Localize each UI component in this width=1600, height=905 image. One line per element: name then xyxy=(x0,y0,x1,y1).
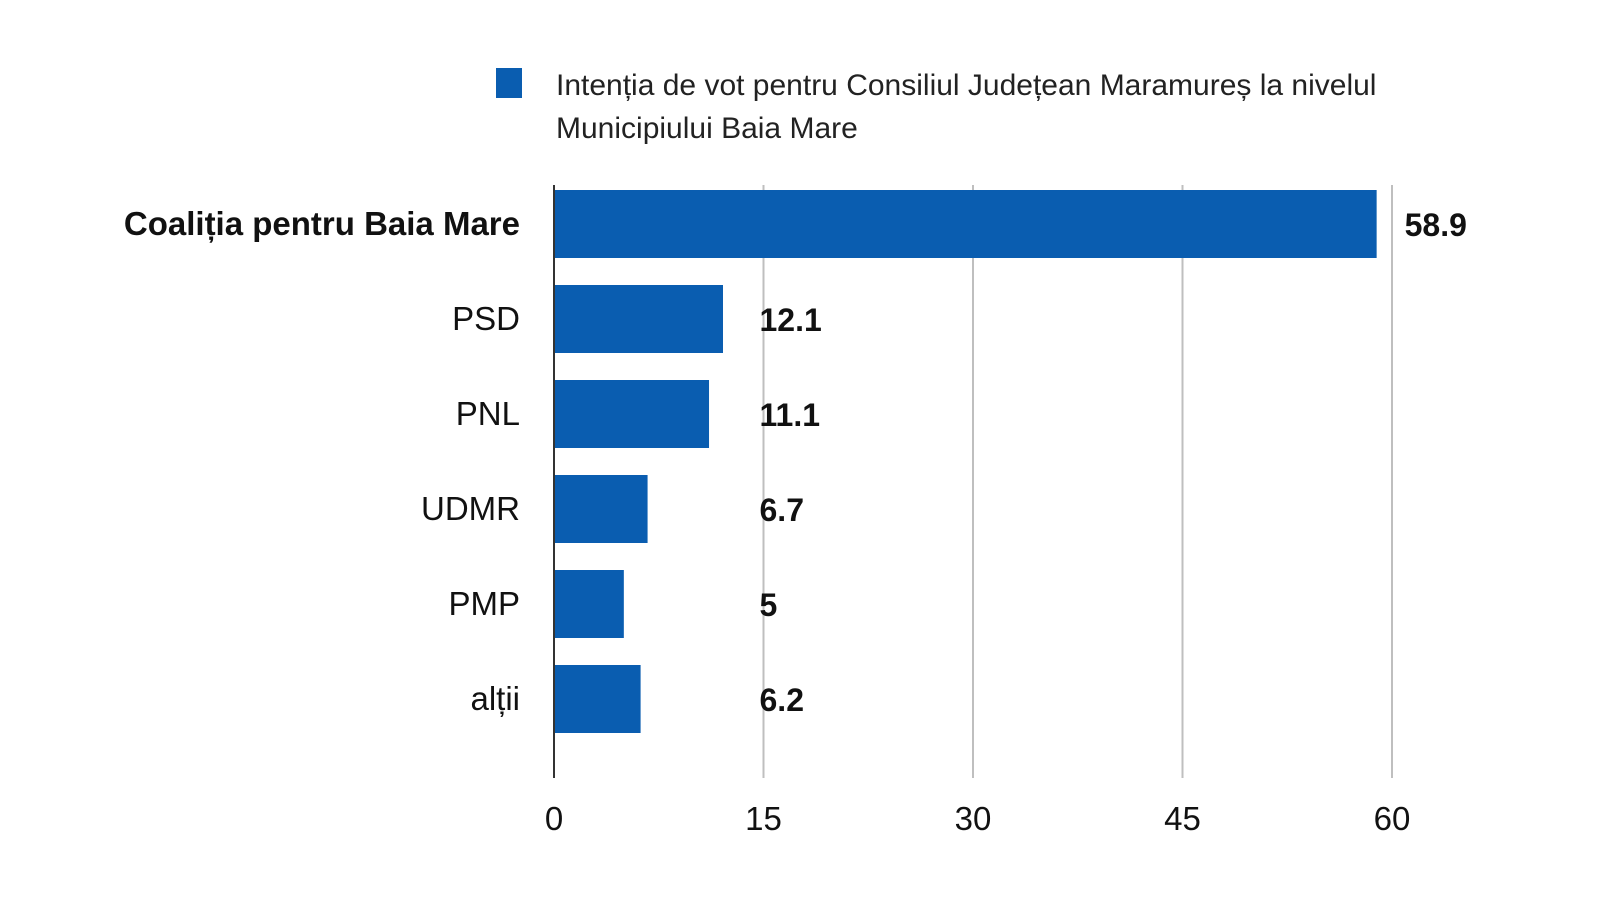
category-label: PSD xyxy=(452,300,520,337)
x-tick-label: 30 xyxy=(955,800,992,837)
bar xyxy=(554,285,723,353)
gridlines xyxy=(762,185,1393,778)
category-label: alții xyxy=(470,680,520,717)
legend-swatch xyxy=(496,68,522,98)
value-label: 58.9 xyxy=(1405,207,1467,243)
legend-text-line-1: Intenția de vot pentru Consiliul Județea… xyxy=(556,69,1376,102)
bars xyxy=(554,190,1377,733)
bar xyxy=(554,475,648,543)
category-labels: Coaliția pentru Baia Mare PSD PNL UDMR PMP al… xyxy=(124,205,520,717)
category-label: UDMR xyxy=(421,490,520,527)
value-label: 11.1 xyxy=(760,397,821,433)
legend: Intenția de vot pentru Consiliul Județea… xyxy=(496,68,1376,145)
category-label: PMP xyxy=(448,585,520,622)
bar xyxy=(554,570,624,638)
x-tick-label: 15 xyxy=(745,800,782,837)
value-label: 6.2 xyxy=(760,682,804,718)
x-tick-label: 60 xyxy=(1374,800,1411,837)
category-label: PNL xyxy=(456,395,520,432)
value-label: 5 xyxy=(760,587,778,623)
legend-text-line-2: Municipiului Baia Mare xyxy=(556,112,858,145)
bar xyxy=(554,190,1377,258)
x-tick-label: 45 xyxy=(1164,800,1201,837)
value-label: 12.1 xyxy=(760,302,822,338)
category-label: Coaliția pentru Baia Mare xyxy=(124,205,520,243)
bar xyxy=(554,380,710,448)
value-labels: 58.9 12.1 11.1 6.7 5 6.2 xyxy=(760,207,1467,718)
bar xyxy=(554,665,641,733)
x-tick-label: 0 xyxy=(545,800,563,837)
value-label: 6.7 xyxy=(760,492,804,528)
x-tick-labels: 0 15 30 45 60 xyxy=(545,800,1411,837)
